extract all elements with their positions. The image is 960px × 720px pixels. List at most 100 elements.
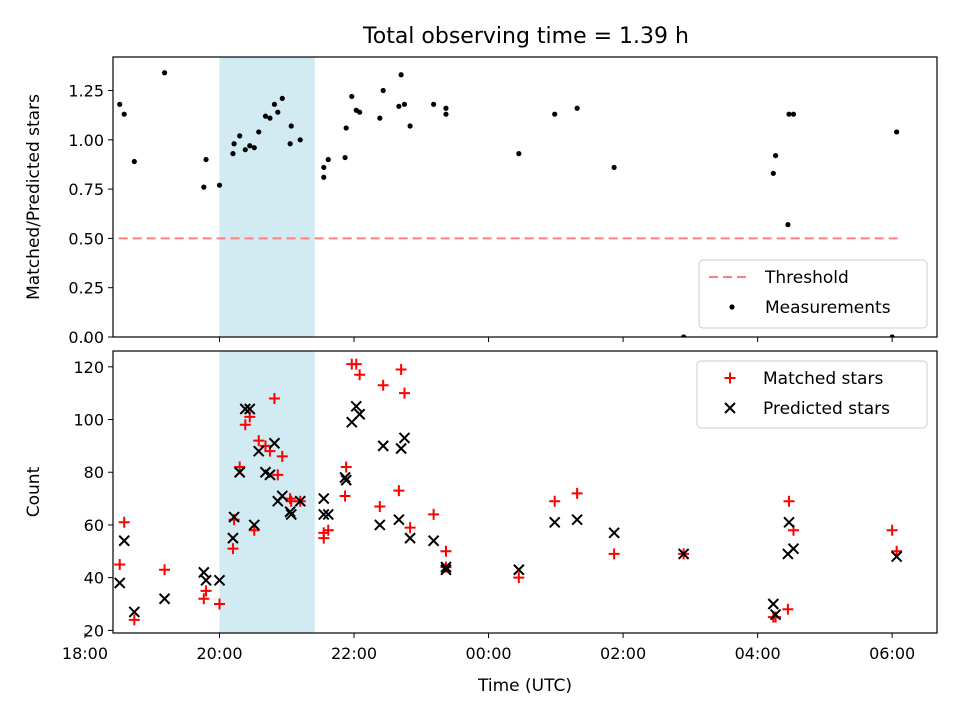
measurement-point: [216, 182, 223, 188]
matched-point: [377, 379, 389, 391]
shaded-span: [219, 57, 315, 337]
measurement-point: [201, 184, 207, 190]
predicted-point: [767, 598, 780, 610]
y-axis-label: Matched/Predicted stars: [24, 94, 44, 300]
predicted-point: [253, 445, 265, 457]
x-tick-label: 02:00: [600, 644, 646, 663]
matched-point: [404, 522, 416, 534]
measurement-point: [574, 105, 580, 111]
predicted-point: [294, 495, 306, 507]
legend-measurement-swatch: [729, 304, 735, 310]
x-tick-label: 22:00: [331, 644, 377, 663]
matched-point: [214, 598, 226, 610]
measurement-point: [357, 109, 363, 115]
measurement-point: [790, 111, 797, 117]
measurement-point: [325, 156, 331, 163]
measurement-point: [889, 334, 895, 337]
legend-label: Measurements: [765, 298, 891, 318]
measurement-point: [231, 141, 237, 147]
legend-matched-swatch: [724, 372, 736, 384]
predicted-point: [677, 548, 690, 560]
measurement-point: [247, 143, 253, 149]
measurement-point: [267, 115, 273, 121]
x-tick-label: 04:00: [735, 644, 781, 663]
predicted-point: [440, 561, 452, 573]
measurement-point: [894, 129, 900, 135]
predicted-point: [198, 566, 210, 579]
predicted-point: [377, 440, 389, 452]
measurement-point: [287, 141, 293, 147]
matched-point: [339, 490, 351, 502]
predicted-point: [427, 535, 440, 547]
shaded-span: [219, 351, 315, 633]
matched-point: [571, 487, 583, 499]
predicted-point: [318, 492, 330, 505]
marks-group: [117, 70, 900, 337]
measurement-point: [401, 101, 408, 107]
predicted-point: [513, 564, 525, 576]
matched-point: [253, 435, 265, 447]
measurement-point: [377, 115, 383, 121]
measurement-point: [321, 174, 327, 180]
y-tick-label: 80: [84, 463, 104, 482]
measurement-point: [230, 151, 236, 157]
matched-point: [513, 572, 525, 584]
measurement-point: [611, 164, 617, 171]
legend: Matched stars Predicted stars: [696, 360, 928, 429]
measurement-point: [117, 101, 123, 107]
measurement-point: [271, 101, 278, 107]
y-tick-label: 40: [84, 569, 104, 588]
x-tick-label: 20:00: [196, 644, 242, 663]
predicted-point: [393, 513, 405, 526]
predicted-point: [118, 535, 130, 547]
x-tick-label: 18:00: [62, 644, 108, 663]
predicted-point: [340, 474, 352, 486]
matched-point: [340, 461, 352, 473]
predicted-point: [549, 516, 561, 529]
measurement-point: [237, 133, 243, 139]
count-panel: [114, 358, 903, 626]
legend-predicted-swatch: [724, 402, 736, 414]
matched-point: [608, 548, 620, 560]
measurement-point: [288, 123, 294, 129]
measurement-point: [407, 123, 413, 129]
matched-point: [322, 524, 334, 536]
measurement-point: [279, 95, 285, 102]
predicted-point: [158, 593, 171, 605]
predicted-point: [318, 508, 330, 521]
x-tick-label: 06:00: [869, 644, 915, 663]
matched-point: [395, 363, 407, 375]
measurement-point: [203, 156, 209, 163]
matched-point: [549, 495, 561, 507]
predicted-point: [440, 564, 452, 576]
measurement-point: [396, 103, 402, 109]
measurement-point: [342, 154, 348, 161]
predicted-point: [228, 511, 240, 523]
measurement-point: [256, 129, 262, 135]
predicted-point: [285, 508, 297, 521]
axes-frame: [112, 350, 938, 634]
marks-group: [114, 358, 903, 626]
matched-point: [159, 564, 171, 576]
measurement-point: [275, 109, 281, 115]
y-tick-label: 60: [84, 516, 104, 535]
measurement-point: [321, 164, 327, 171]
predicted-point: [608, 527, 620, 539]
matched-point: [374, 500, 386, 512]
measurement-point: [343, 125, 349, 131]
y-tick-label: 100: [73, 411, 104, 430]
y-tick-label: 0.25: [68, 279, 104, 298]
predicted-point: [264, 469, 276, 481]
matched-point: [200, 585, 212, 597]
matched-point: [783, 495, 795, 507]
measurement-point: [297, 137, 303, 143]
predicted-point: [200, 574, 212, 586]
y-tick-label: 120: [73, 358, 104, 377]
legend-box: [696, 360, 928, 429]
legend-label: Predicted stars: [763, 399, 890, 419]
matched-point: [886, 524, 898, 536]
measurement-point: [131, 158, 137, 165]
matched-point: [393, 485, 405, 497]
ratio-panel: [117, 70, 900, 337]
predicted-point: [374, 519, 386, 531]
